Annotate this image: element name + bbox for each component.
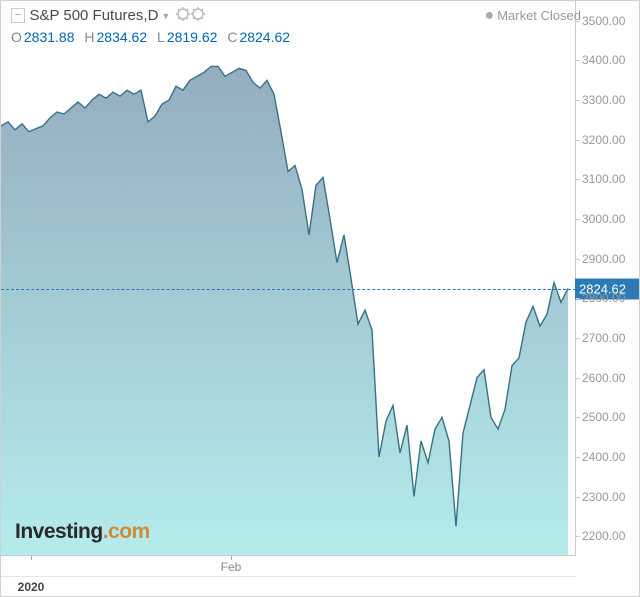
y-tick-label: 3200.00 (582, 133, 625, 147)
status-dot-icon: ● (485, 9, 495, 23)
close-label: C (227, 29, 237, 45)
plot-area[interactable] (1, 1, 576, 556)
y-tick-label: 2300.00 (582, 490, 625, 504)
y-tick-label: 2900.00 (582, 252, 625, 266)
chevron-down-icon[interactable]: ▼ (161, 11, 170, 21)
low-value: 2819.62 (167, 29, 218, 45)
high-value: 2834.62 (97, 29, 148, 45)
y-tick-label: 2600.00 (582, 371, 625, 385)
current-price-line (1, 289, 576, 290)
y-axis[interactable]: 2824.62 2200.002300.002400.002500.002600… (575, 1, 639, 556)
y-tick-label: 3400.00 (582, 53, 625, 67)
area-chart-svg (1, 1, 576, 556)
chart-header: − S&P 500 Futures , D ▼ ● Market Closed (11, 7, 629, 24)
y-tick-label: 3300.00 (582, 93, 625, 107)
watermark-text-2: .com (103, 520, 150, 543)
y-tick-label: 2400.00 (582, 450, 625, 464)
x-tick-label: 2020 (18, 580, 45, 594)
x-tick-label: Feb (221, 560, 242, 574)
y-tick-label: 2800.00 (582, 291, 625, 305)
open-value: 2831.88 (24, 29, 75, 45)
x-axis[interactable]: 2020 Feb (1, 555, 576, 596)
high-label: H (84, 29, 94, 45)
open-label: O (11, 29, 22, 45)
collapse-icon[interactable]: − (11, 8, 25, 23)
y-tick-label: 2500.00 (582, 410, 625, 424)
y-tick-label: 3100.00 (582, 172, 625, 186)
watermark-text-1: Investing (15, 520, 103, 543)
settings-icons[interactable] (176, 7, 206, 24)
chart-container: − S&P 500 Futures , D ▼ ● Market Closed … (0, 0, 640, 597)
y-tick-label: 2200.00 (582, 529, 625, 543)
ohlc-row: O2831.88 H2834.62 L2819.62 C2824.62 (11, 29, 296, 45)
interval-label[interactable]: D (148, 7, 159, 24)
close-value: 2824.62 (239, 29, 290, 45)
y-tick-label: 3000.00 (582, 212, 625, 226)
watermark-logo: Investing.com (15, 520, 150, 544)
low-label: L (157, 29, 165, 45)
market-status: Market Closed (497, 8, 581, 23)
symbol-title[interactable]: S&P 500 Futures (29, 7, 143, 24)
y-tick-label: 2700.00 (582, 331, 625, 345)
